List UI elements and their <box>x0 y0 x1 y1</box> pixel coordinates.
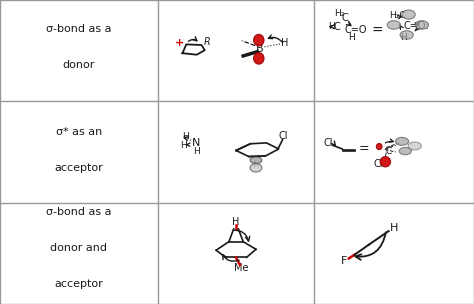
Text: H: H <box>348 33 355 42</box>
Text: H: H <box>232 217 240 227</box>
Ellipse shape <box>254 34 264 46</box>
FancyArrowPatch shape <box>331 141 335 145</box>
FancyArrowPatch shape <box>268 35 283 43</box>
FancyArrowPatch shape <box>346 22 351 25</box>
Text: H: H <box>193 147 200 156</box>
Text: =: = <box>371 23 383 37</box>
Ellipse shape <box>387 21 401 29</box>
Text: +: + <box>174 38 184 47</box>
Ellipse shape <box>400 31 413 39</box>
Text: =: = <box>359 142 369 154</box>
FancyArrowPatch shape <box>187 143 190 146</box>
Text: H: H <box>401 33 407 42</box>
Ellipse shape <box>395 137 409 145</box>
FancyArrowPatch shape <box>356 232 386 260</box>
Text: Cl: Cl <box>373 159 383 168</box>
Text: Cl: Cl <box>323 139 333 148</box>
FancyArrowPatch shape <box>188 37 197 41</box>
Text: B: B <box>256 44 264 54</box>
Text: H₂: H₂ <box>334 9 344 18</box>
FancyArrowPatch shape <box>415 22 418 26</box>
FancyArrowPatch shape <box>415 26 419 31</box>
Text: σ-bond as a

donor and

acceptor: σ-bond as a donor and acceptor <box>46 207 112 289</box>
Text: σ* as an

acceptor: σ* as an acceptor <box>55 126 103 173</box>
Ellipse shape <box>399 147 411 155</box>
Text: R: R <box>204 37 210 47</box>
Ellipse shape <box>380 157 391 167</box>
Ellipse shape <box>408 142 421 150</box>
Text: C=O:: C=O: <box>403 22 429 31</box>
Text: σ-bond as a

donor: σ-bond as a donor <box>46 24 112 70</box>
Text: H₂C: H₂C <box>389 11 406 20</box>
Ellipse shape <box>250 157 262 164</box>
Ellipse shape <box>376 143 382 150</box>
Text: H: H <box>390 223 399 233</box>
Ellipse shape <box>402 10 415 19</box>
Text: Cl: Cl <box>279 131 288 141</box>
Text: C: C <box>342 13 348 23</box>
FancyArrowPatch shape <box>398 16 401 19</box>
Ellipse shape <box>250 164 262 172</box>
Text: H: H <box>281 38 288 48</box>
Text: C=O: C=O <box>344 26 367 35</box>
Ellipse shape <box>415 21 428 29</box>
FancyArrowPatch shape <box>184 137 189 140</box>
Text: H: H <box>182 132 189 141</box>
Text: H: H <box>328 22 335 31</box>
Text: C: C <box>333 22 340 32</box>
FancyArrowPatch shape <box>223 255 239 261</box>
FancyArrowPatch shape <box>255 162 258 167</box>
Text: C: C <box>385 147 392 156</box>
FancyArrowPatch shape <box>385 139 393 143</box>
Text: N: N <box>191 139 200 148</box>
FancyArrowPatch shape <box>330 25 334 29</box>
Text: H: H <box>181 141 187 150</box>
FancyArrowPatch shape <box>399 25 403 29</box>
Text: Me: Me <box>234 264 248 273</box>
Text: F: F <box>341 257 347 266</box>
FancyArrowPatch shape <box>233 230 250 241</box>
Ellipse shape <box>254 53 264 64</box>
